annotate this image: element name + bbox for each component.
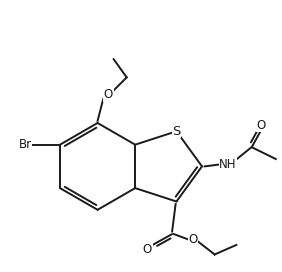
Text: O: O <box>104 88 113 101</box>
Text: O: O <box>257 119 266 132</box>
Text: NH: NH <box>219 158 237 171</box>
Text: Br: Br <box>19 138 32 151</box>
Text: S: S <box>172 125 181 138</box>
Text: O: O <box>143 243 152 256</box>
Text: O: O <box>188 233 198 246</box>
